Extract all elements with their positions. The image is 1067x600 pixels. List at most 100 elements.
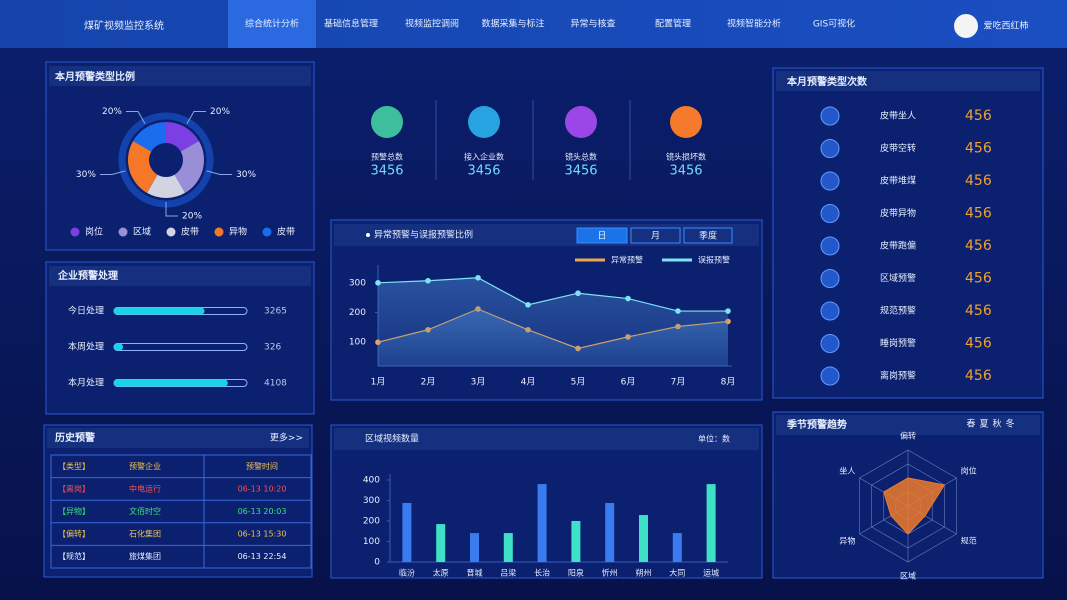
legend-label: 异常预警 bbox=[611, 255, 643, 265]
donut-slice bbox=[174, 141, 204, 193]
bar-label: 今日处理 bbox=[68, 305, 104, 317]
line-point bbox=[575, 290, 581, 297]
table-cell: 06-13 10:20 bbox=[238, 484, 287, 493]
season-tab[interactable]: 冬 bbox=[1005, 418, 1014, 430]
x-tick-label: 太原 bbox=[433, 568, 449, 578]
x-tick-label: 临汾 bbox=[399, 568, 415, 578]
table-cell: 【规范】 bbox=[58, 551, 90, 561]
nav-item[interactable]: GIS可视化 bbox=[813, 18, 855, 30]
nav-item[interactable]: 异常与核查 bbox=[570, 18, 615, 30]
type-name: 皮带堆煤 bbox=[880, 175, 916, 187]
tab-label[interactable]: 日 bbox=[597, 231, 606, 242]
panel-title: 历史预警 bbox=[55, 431, 95, 444]
nav-item[interactable]: 综合统计分析 bbox=[245, 18, 299, 30]
type-count: 456 bbox=[965, 336, 992, 352]
type-count: 456 bbox=[965, 303, 992, 319]
season-tab[interactable]: 秋 bbox=[992, 418, 1001, 430]
bar bbox=[402, 502, 412, 562]
table-header: 【类型】 bbox=[58, 461, 90, 471]
active-tab bbox=[228, 0, 316, 48]
type-name: 皮带异物 bbox=[880, 207, 916, 219]
x-tick-label: 7月 bbox=[671, 377, 686, 388]
radar-label: 区域 bbox=[900, 571, 916, 581]
radar-label: 偏转 bbox=[900, 431, 916, 441]
x-tick-label: 长治 bbox=[534, 568, 550, 578]
bar bbox=[605, 502, 615, 562]
x-tick-label: 1月 bbox=[371, 377, 386, 388]
legend-label: 误报预警 bbox=[698, 255, 730, 265]
slice-label: 20% bbox=[102, 107, 122, 117]
slice-label: 20% bbox=[182, 212, 202, 222]
stat-icon bbox=[371, 106, 403, 138]
table-cell: 06-13 20:03 bbox=[238, 507, 287, 516]
tab[interactable] bbox=[576, 227, 628, 244]
type-icon bbox=[820, 204, 840, 223]
panel-title: 本月预警类型次数 bbox=[787, 75, 868, 88]
table-cell: 【离岗】 bbox=[58, 483, 90, 493]
table-cell: 【偏转】 bbox=[58, 529, 90, 539]
y-tick-label: 200 bbox=[349, 308, 366, 318]
user-name[interactable]: 爱吃西红柿 bbox=[983, 20, 1028, 32]
stat-value: 3456 bbox=[564, 164, 597, 179]
type-icon bbox=[820, 106, 840, 126]
type-name: 皮带空转 bbox=[880, 142, 916, 154]
x-tick-label: 8月 bbox=[721, 377, 736, 388]
season-tab[interactable]: 夏 bbox=[979, 419, 988, 430]
stat-value: 3456 bbox=[370, 164, 403, 179]
tab[interactable] bbox=[683, 227, 733, 244]
type-count: 456 bbox=[965, 108, 992, 124]
stat-label: 镜头总数 bbox=[565, 152, 597, 162]
app-title: 煤矿视频监控系统 bbox=[84, 19, 164, 32]
stat-label: 预警总数 bbox=[371, 152, 403, 162]
unit-label: 单位：数 bbox=[698, 434, 730, 444]
y-tick-label: 300 bbox=[363, 496, 380, 506]
x-tick-label: 2月 bbox=[421, 377, 436, 388]
table-cell: 旅煤集团 bbox=[129, 551, 161, 561]
tab[interactable] bbox=[630, 227, 681, 244]
panel-title: 区域视频数量 bbox=[365, 433, 419, 445]
radar-label: 岗位 bbox=[961, 466, 977, 476]
panel-title: 异常预警与误报预警比例 bbox=[374, 229, 473, 241]
bar bbox=[571, 521, 581, 562]
nav-item[interactable]: 视频监控调阅 bbox=[405, 18, 459, 30]
nav-item[interactable]: 基础信息管理 bbox=[324, 18, 378, 30]
leader-line bbox=[99, 170, 126, 175]
x-tick-label: 吕梁 bbox=[500, 569, 516, 578]
radar-label: 异物 bbox=[839, 536, 855, 546]
more-link[interactable]: 更多>> bbox=[270, 432, 303, 444]
legend-swatch bbox=[166, 227, 176, 237]
history-table bbox=[50, 454, 312, 569]
stat-label: 镜头损坏数 bbox=[666, 152, 706, 162]
table-cell: 中电运行 bbox=[129, 483, 161, 493]
radar-area bbox=[883, 477, 946, 535]
season-tab[interactable]: 春 bbox=[966, 418, 975, 430]
y-tick-label: 200 bbox=[363, 517, 380, 527]
y-tick-label: 400 bbox=[363, 476, 380, 486]
donut-slice bbox=[133, 122, 166, 152]
nav-item[interactable]: 数据采集与标注 bbox=[481, 18, 544, 30]
leader-line bbox=[186, 111, 206, 124]
tab-label[interactable]: 月 bbox=[651, 231, 660, 242]
nav-item[interactable]: 配置管理 bbox=[655, 18, 691, 30]
avatar[interactable] bbox=[954, 14, 978, 38]
panel-title: 企业预警处理 bbox=[57, 269, 118, 282]
x-tick-label: 朔州 bbox=[636, 568, 652, 578]
type-count: 456 bbox=[965, 238, 992, 254]
nav-item[interactable]: 视频智能分析 bbox=[727, 18, 781, 30]
type-name: 睡岗预警 bbox=[880, 337, 916, 349]
type-icon bbox=[820, 171, 840, 191]
tab-label[interactable]: 季度 bbox=[699, 230, 717, 242]
y-tick-label: 300 bbox=[349, 278, 366, 288]
stat-icon bbox=[670, 106, 702, 138]
legend-label: 区域 bbox=[133, 226, 151, 238]
panel-title: 本月预警类型比例 bbox=[55, 70, 135, 83]
table-header: 预警企业 bbox=[129, 461, 161, 471]
type-count: 456 bbox=[965, 271, 992, 287]
donut-slice bbox=[147, 174, 185, 198]
bar-value: 326 bbox=[264, 343, 281, 353]
line-point bbox=[725, 308, 731, 314]
stat-value: 3456 bbox=[669, 164, 702, 179]
bar bbox=[706, 484, 716, 562]
y-tick-label: 100 bbox=[349, 338, 366, 348]
bar bbox=[672, 533, 682, 562]
